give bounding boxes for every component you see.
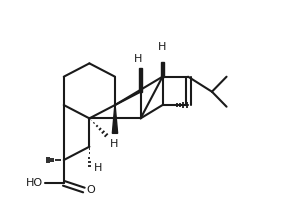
Text: O: O bbox=[86, 185, 95, 195]
Text: H: H bbox=[158, 42, 167, 52]
Polygon shape bbox=[161, 62, 164, 77]
Text: H: H bbox=[110, 139, 118, 149]
Polygon shape bbox=[139, 68, 142, 92]
Polygon shape bbox=[112, 105, 118, 133]
Text: H: H bbox=[135, 54, 143, 64]
Text: H: H bbox=[93, 163, 102, 173]
Text: HO: HO bbox=[26, 178, 43, 188]
